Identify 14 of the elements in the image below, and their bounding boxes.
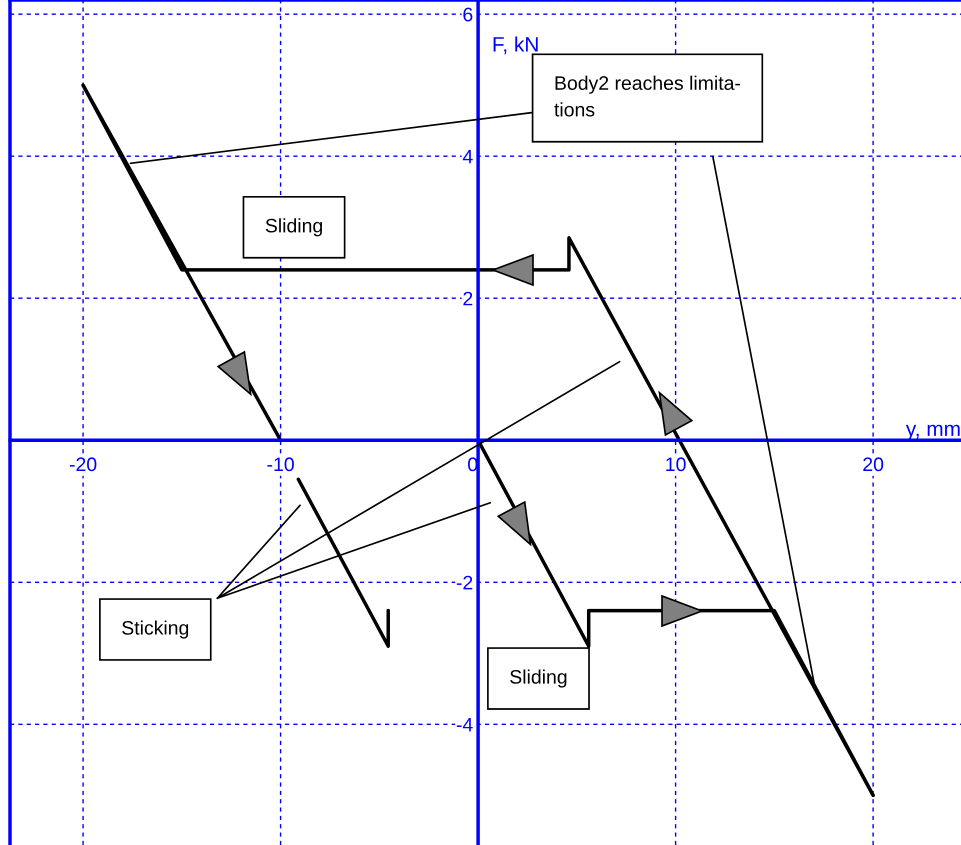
x-tick-label: -20 (70, 457, 96, 472)
annotation: Body2 reaches limita- tions (554, 76, 740, 117)
y-tick-label: 6 (463, 8, 472, 22)
annotation: Sticking (122, 620, 188, 639)
x-tick-label: 10 (666, 457, 686, 472)
annotation: Sliding (510, 669, 566, 688)
x-tick-label: 20 (863, 457, 884, 472)
y-tick-label: 4 (462, 150, 473, 164)
annotation: Sliding (266, 218, 322, 236)
y-tick-label: 2 (463, 292, 472, 306)
y-axis-title: F, kN (494, 36, 538, 54)
y-tick-label: -2 (456, 576, 472, 590)
y-tick-label: -4 (456, 718, 473, 732)
x-tick-label: -10 (267, 457, 294, 472)
